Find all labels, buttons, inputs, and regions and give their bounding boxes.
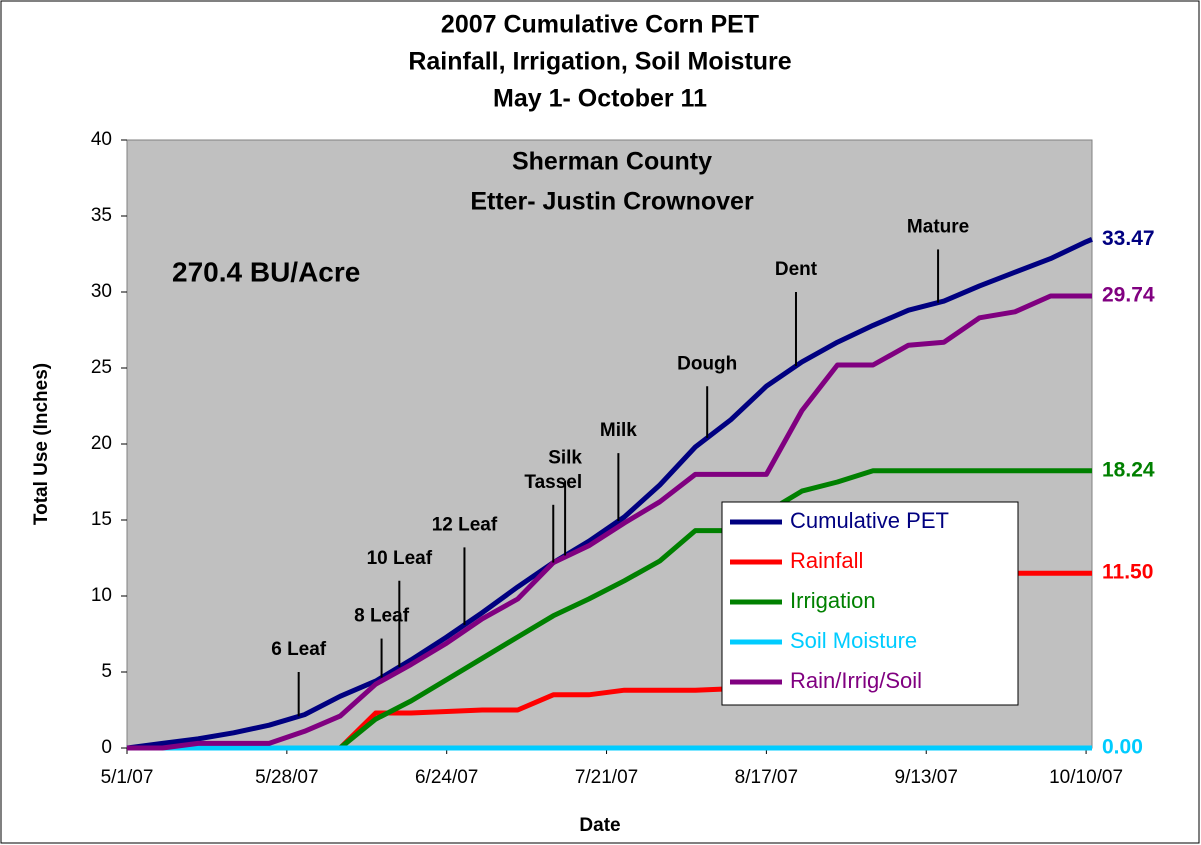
legend-label: Rainfall [790,548,863,573]
x-tick-label: 9/13/07 [895,767,958,788]
x-tick-label: 7/21/07 [575,767,638,788]
annotation-label: 12 Leaf [432,514,498,535]
y-tick-label: 10 [91,585,112,606]
x-tick-label: 5/28/07 [255,767,318,788]
series-line [127,293,1092,751]
legend-label: Rain/Irrig/Soil [790,668,922,693]
end-label: 33.47 [1102,227,1155,250]
annotation-label: Mature [907,216,969,237]
annotation-label: Milk [600,420,637,441]
chart-title: May 1- October 11 [493,85,707,113]
end-label: 0.00 [1102,736,1143,759]
y-axis-label: Total Use (Inches) [31,363,52,525]
annotation-label: Tassel [524,472,582,493]
y-tick-label: 40 [91,129,112,150]
y-tick-label: 20 [91,433,112,454]
subtitle: Etter- Justin Crownover [470,188,754,216]
yield-note: 270.4 BU/Acre [172,256,360,287]
end-label: 18.24 [1102,458,1155,481]
y-tick-label: 0 [101,737,112,758]
annotation-label: Silk [548,447,582,468]
chart-title: Rainfall, Irrigation, Soil Moisture [408,48,791,76]
x-tick-label: 10/10/07 [1049,767,1123,788]
y-tick-label: 25 [91,357,112,378]
end-label: 11.50 [1102,561,1153,584]
end-label: 29.74 [1102,283,1155,306]
legend-label: Cumulative PET [790,508,949,533]
y-tick-label: 30 [91,281,112,302]
annotation-label: 10 Leaf [367,548,433,569]
subtitle: Sherman County [512,148,712,176]
x-tick-label: 8/17/07 [735,767,798,788]
x-axis-label: Date [579,815,620,836]
y-tick-label: 15 [91,509,112,530]
legend-label: Soil Moisture [790,628,917,653]
y-tick-label: 5 [101,661,112,682]
x-tick-label: 5/1/07 [101,767,154,788]
annotation-label: 6 Leaf [271,639,327,660]
annotation-label: Dough [677,353,737,374]
legend-label: Irrigation [790,588,876,613]
annotation-label: 8 Leaf [354,606,410,627]
x-tick-label: 6/24/07 [415,767,478,788]
chart-title: 2007 Cumulative Corn PET [441,11,759,39]
series-line [126,236,1093,751]
y-tick-label: 35 [91,205,112,226]
annotation-label: Dent [775,259,818,280]
